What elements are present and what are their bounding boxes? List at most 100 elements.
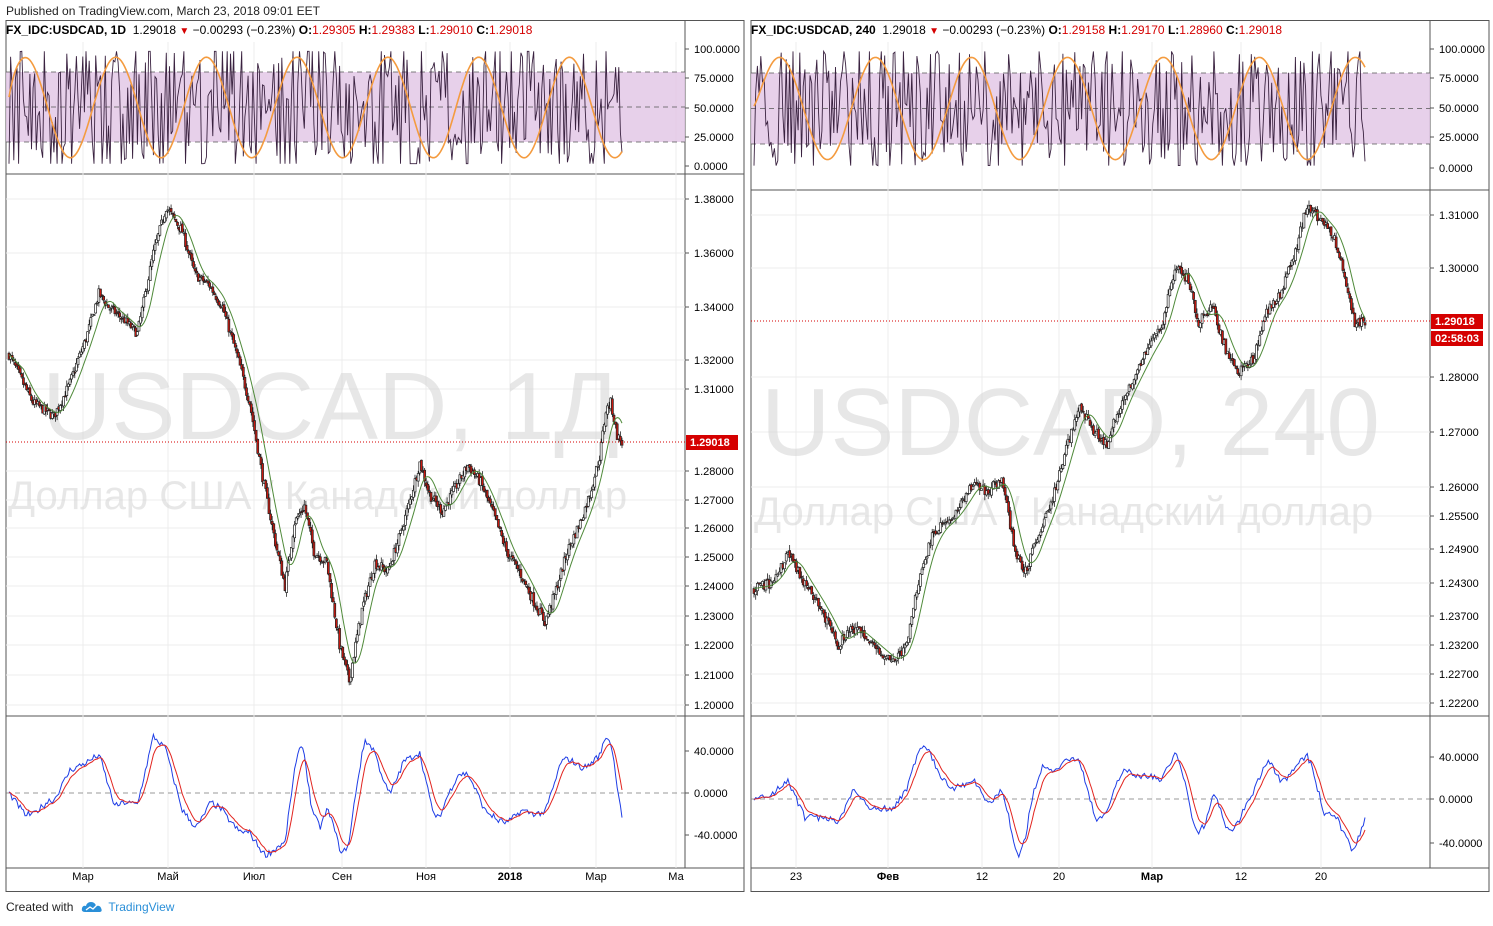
- macd-tick-label: 0.0000: [694, 788, 728, 800]
- candle-body-up: [407, 502, 410, 510]
- candle: [1151, 333, 1155, 341]
- candle-body-down: [272, 523, 276, 534]
- candle-body-up: [601, 430, 605, 443]
- candle: [776, 572, 780, 577]
- candle: [256, 438, 260, 455]
- candle-body-up: [1037, 534, 1041, 542]
- candle-body-up: [1268, 303, 1272, 315]
- candle: [347, 666, 351, 686]
- candle-body-down: [180, 223, 184, 233]
- candle-body-up: [604, 412, 608, 427]
- candle: [269, 509, 272, 524]
- candle-body-up: [596, 465, 600, 468]
- candle-body-up: [1061, 464, 1065, 469]
- candle-body-up: [1287, 266, 1290, 275]
- candle-body-up: [895, 659, 898, 662]
- chart-panel-4h[interactable]: USDCAD, 240 Доллар США / Канадский доллар…: [745, 20, 1490, 892]
- candle: [1109, 431, 1112, 443]
- candle-body-up: [62, 396, 65, 407]
- candle-body-up: [876, 646, 880, 648]
- candle: [1193, 299, 1197, 318]
- candle-body-down: [949, 519, 953, 521]
- watermark-description: Доллар США / Канадский доллар: [8, 474, 627, 518]
- candle: [606, 403, 609, 419]
- candle-body-down: [888, 655, 892, 661]
- candle-body-up: [1153, 334, 1156, 339]
- candle: [25, 382, 29, 391]
- candle-body-down: [1014, 545, 1017, 552]
- candle: [291, 534, 295, 553]
- candle: [1344, 276, 1348, 288]
- candle: [1192, 290, 1195, 304]
- chart-canvas-4h[interactable]: USDCAD, 240 Доллар США / Канадский доллар…: [745, 20, 1490, 892]
- candle: [1353, 312, 1357, 328]
- candle-body-up: [844, 638, 848, 641]
- candle-body-up: [1049, 501, 1053, 510]
- price-tick-label: 1.22700: [1439, 669, 1479, 681]
- candle-body-down: [1343, 271, 1346, 278]
- candle: [895, 659, 898, 666]
- candle: [227, 314, 231, 337]
- candle-body-down: [100, 294, 104, 297]
- candle-body-down: [428, 490, 431, 493]
- candle: [23, 382, 27, 387]
- candle-body-down: [111, 305, 115, 308]
- candle: [570, 542, 574, 549]
- candle: [391, 559, 394, 565]
- candle-body-up: [1137, 364, 1141, 371]
- down-arrow-icon: ▼: [179, 26, 190, 37]
- candle-body-up: [1141, 359, 1145, 365]
- candle-body-up: [296, 515, 300, 519]
- candle-body-down: [1309, 204, 1313, 213]
- candle: [1161, 321, 1165, 330]
- candle-body-down: [113, 306, 117, 315]
- candle: [1030, 544, 1034, 556]
- candle: [1092, 423, 1095, 436]
- candle-body-down: [497, 519, 500, 528]
- candle: [22, 372, 25, 388]
- candle: [405, 505, 409, 521]
- candle-body-up: [820, 608, 824, 611]
- candle-body-up: [1126, 392, 1129, 397]
- candle-body-up: [1117, 413, 1121, 415]
- candle: [428, 485, 431, 497]
- candle: [1153, 331, 1156, 343]
- candle-body-up: [1290, 259, 1294, 266]
- candle-body-down: [193, 268, 197, 272]
- chart-canvas-daily[interactable]: USDCAD, 1Д Доллар США / Канадский доллар 1…: [0, 20, 745, 892]
- candle-body-down: [185, 245, 189, 251]
- candle-body-up: [291, 536, 295, 549]
- candle: [107, 304, 110, 309]
- candle-body-down: [115, 312, 118, 315]
- candle: [578, 518, 582, 530]
- candle: [1115, 411, 1119, 425]
- candle-body-up: [442, 508, 446, 517]
- symbol-legend: FX_IDC:USDCAD, 240 1.29018 ▼ −0.00293 (−…: [751, 23, 1283, 37]
- candle-body-down: [240, 364, 244, 370]
- candle: [1283, 271, 1287, 291]
- candle-body-up: [1239, 365, 1243, 377]
- candle: [1168, 285, 1172, 297]
- candle: [278, 550, 282, 564]
- candle-body-up: [367, 585, 370, 597]
- candle: [1355, 319, 1358, 331]
- candle-body-down: [256, 438, 260, 454]
- candle: [1195, 308, 1199, 323]
- tradingview-link[interactable]: TradingView: [81, 900, 174, 914]
- x-tick-label: Сен: [332, 871, 352, 883]
- candle: [1097, 426, 1100, 443]
- candle-body-up: [546, 613, 550, 618]
- x-tick-label: 20: [1315, 871, 1327, 883]
- candle-body-up: [918, 573, 922, 587]
- candle: [241, 363, 245, 380]
- candle: [1348, 291, 1352, 303]
- candle: [1149, 335, 1153, 349]
- candle-body-down: [469, 465, 473, 474]
- chart-panel-daily[interactable]: USDCAD, 1Д Доллар США / Канадский доллар 1…: [0, 20, 745, 892]
- candle-body-up: [1063, 454, 1066, 466]
- candle-body-down: [490, 504, 494, 508]
- stoch-tick-label: 50.0000: [1439, 103, 1479, 115]
- candle-body-up: [87, 324, 91, 331]
- candle-body-up: [147, 279, 150, 292]
- candle-body-down: [1214, 306, 1217, 316]
